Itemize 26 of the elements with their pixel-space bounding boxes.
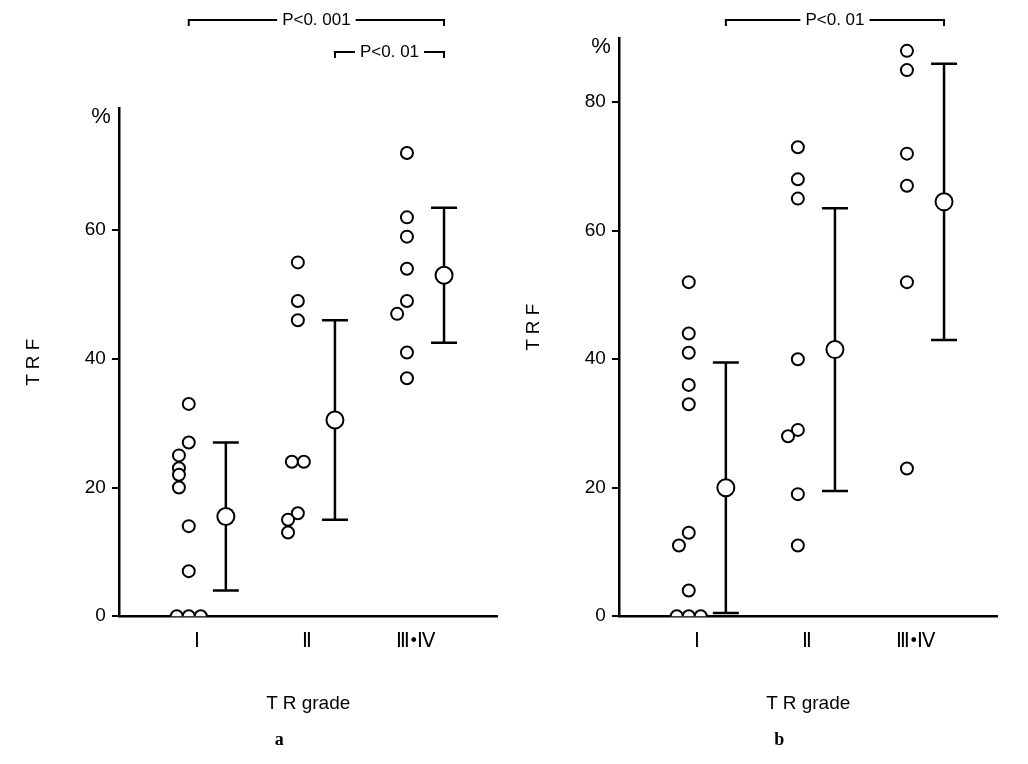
y-tick-label: 0 — [595, 604, 606, 626]
text: % — [591, 33, 611, 59]
x-tick-label: Ⅲ•Ⅳ — [896, 629, 937, 652]
y-tick-label: 20 — [584, 475, 606, 497]
y-axis-title: T R F — [521, 303, 543, 351]
x-axis-title: T R grade — [766, 691, 851, 713]
y-tick-label: 40 — [84, 347, 106, 369]
text: P<0. 01 — [805, 9, 865, 29]
y-tick-label: 40 — [584, 347, 606, 369]
text: % — [91, 103, 111, 129]
x-tick-label: Ⅱ — [801, 629, 812, 652]
text: P<0. 01 — [359, 41, 420, 61]
x-tick-label: Ⅱ — [301, 629, 312, 652]
y-tick-label: 60 — [84, 218, 106, 240]
y-tick-label: 0 — [95, 604, 106, 626]
y-tick-label: 60 — [584, 218, 606, 240]
x-tick-label: Ⅲ•Ⅳ — [396, 629, 437, 652]
x-axis-title: T R grade — [266, 691, 351, 713]
y-tick-label: 80 — [584, 90, 606, 112]
x-tick-label: Ⅰ — [194, 629, 201, 652]
text: b — [774, 728, 785, 749]
y-tick-label: 20 — [84, 475, 106, 497]
y-axis-title: T R F — [21, 338, 43, 386]
text: a — [274, 728, 284, 749]
text: P<0. 001 — [282, 9, 351, 29]
x-tick-label: Ⅰ — [694, 629, 701, 652]
